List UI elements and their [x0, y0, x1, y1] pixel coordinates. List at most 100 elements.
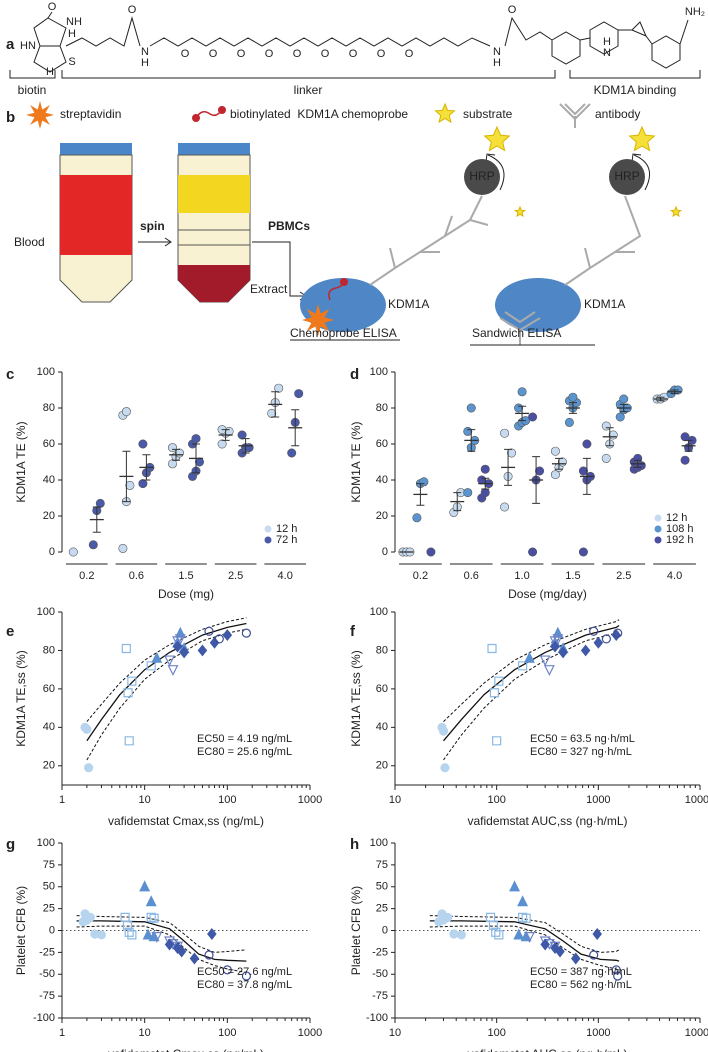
data-point	[601, 453, 611, 463]
hrp	[609, 159, 645, 195]
data-point	[514, 403, 524, 413]
diagram-label: spin	[140, 219, 165, 233]
sem-bar	[619, 403, 628, 413]
data-point	[84, 763, 94, 773]
y-tick-label: -25	[372, 946, 388, 958]
annotation: EC50 = 387 ng·h/mL	[530, 966, 632, 978]
arrows	[138, 153, 651, 301]
sem-bar	[271, 391, 280, 418]
x-tick-label: 1	[59, 1027, 65, 1039]
annotation: EC50 = 4.19 ng/mL	[197, 733, 292, 745]
y-tick-label: -50	[39, 968, 55, 980]
substrate	[628, 125, 656, 152]
diagram-label: HRP	[614, 169, 639, 183]
y-axis-label: Platelet CFB (%)	[14, 886, 28, 975]
data-point	[167, 665, 179, 677]
data-point	[509, 880, 521, 892]
y-tick-label: 40	[376, 721, 388, 733]
sem-bar	[504, 448, 513, 486]
y-tick-label: 100	[370, 366, 388, 378]
y-tick-label: 40	[376, 474, 388, 486]
sem-bar	[291, 409, 300, 447]
x-tick-label: 1	[59, 794, 65, 806]
group-label: KDM1A binding	[594, 83, 677, 97]
data-point	[558, 646, 568, 659]
sem-bar	[605, 427, 614, 447]
data-point	[172, 636, 184, 648]
data-point	[426, 547, 436, 557]
legend-label: 12 h	[276, 523, 297, 535]
diagram-label: Sandwich ELISA	[472, 326, 561, 340]
x-tick-label: 10000	[685, 1027, 708, 1039]
x-axis-label: vafidemstat AUC,ss (ng·h/mL)	[467, 814, 627, 828]
data-point	[124, 927, 134, 937]
x-tick-label: 10	[139, 794, 151, 806]
data-point	[517, 387, 527, 397]
x-tick-label: 2.5	[616, 570, 631, 582]
y-tick-label: 80	[43, 644, 55, 656]
data-point	[244, 443, 254, 453]
data-point	[274, 383, 284, 393]
tube-blood	[59, 143, 133, 303]
data-point	[619, 394, 629, 404]
x-tick-label: 0.2	[413, 570, 428, 582]
data-point	[456, 930, 467, 940]
y-tick-label: -100	[366, 1012, 388, 1024]
data-point	[138, 439, 148, 449]
y-tick-label: -100	[33, 1012, 55, 1024]
ci-line	[429, 915, 620, 953]
legend-label: streptavidin	[60, 107, 121, 121]
atom-label: O	[349, 48, 358, 60]
data-point	[125, 480, 135, 490]
x-tick-label: 0.6	[129, 570, 144, 582]
annotation: EC50 = 27.6 ng/mL	[197, 966, 292, 978]
atom-label: O	[508, 4, 517, 16]
group-label: biotin	[18, 83, 47, 97]
data-point	[539, 655, 551, 667]
y-tick-label: 20	[376, 760, 388, 772]
annotation: EC50 = 63.5 ng·h/mL	[530, 733, 635, 745]
sem-bar	[142, 454, 151, 481]
data-point	[122, 920, 133, 930]
atom-label: O	[265, 48, 274, 60]
annotation: EC80 = 327 ng·h/mL	[530, 746, 632, 758]
atom-label: O	[377, 48, 386, 60]
panel-letter: a	[6, 36, 15, 53]
y-tick-label: -50	[372, 968, 388, 980]
legend-marker	[654, 525, 662, 533]
data-point	[241, 628, 251, 638]
panel-letter: b	[6, 109, 15, 126]
legend-label: biotinylated KDM1A chemoprobe	[230, 107, 408, 121]
sem-bar	[221, 429, 230, 441]
y-tick-label: 20	[376, 510, 388, 522]
diagram-label: Blood	[14, 235, 45, 249]
y-tick-label: 50	[43, 881, 55, 893]
y-tick-label: 75	[376, 859, 388, 871]
y-tick-label: 25	[376, 903, 388, 915]
y-tick-label: 0	[49, 924, 55, 936]
data-point	[68, 547, 78, 557]
data-point	[507, 448, 517, 458]
x-tick-label: 1.0	[514, 570, 529, 582]
panel-letter: g	[6, 836, 15, 853]
data-point	[222, 629, 233, 642]
x-axis-label: vafidemstat Cmax,ss (ng/mL)	[108, 814, 264, 828]
data-point	[518, 912, 528, 922]
data-point	[528, 547, 538, 557]
x-tick-label: 1.5	[178, 570, 193, 582]
data-point	[127, 930, 137, 940]
data-point	[168, 443, 178, 453]
data-point	[582, 439, 592, 449]
x-axis-label: Dose (mg/day)	[508, 587, 587, 601]
data-point	[463, 488, 473, 498]
data-point	[176, 945, 187, 958]
data-point	[121, 643, 131, 654]
data-point	[487, 643, 497, 654]
panel-letter: c	[6, 366, 14, 383]
sem-bar	[172, 448, 180, 461]
data-point	[412, 513, 422, 523]
data-point	[615, 412, 625, 422]
sem-bar	[92, 506, 101, 533]
y-tick-label: 25	[43, 903, 55, 915]
panel-letter: d	[350, 366, 359, 383]
